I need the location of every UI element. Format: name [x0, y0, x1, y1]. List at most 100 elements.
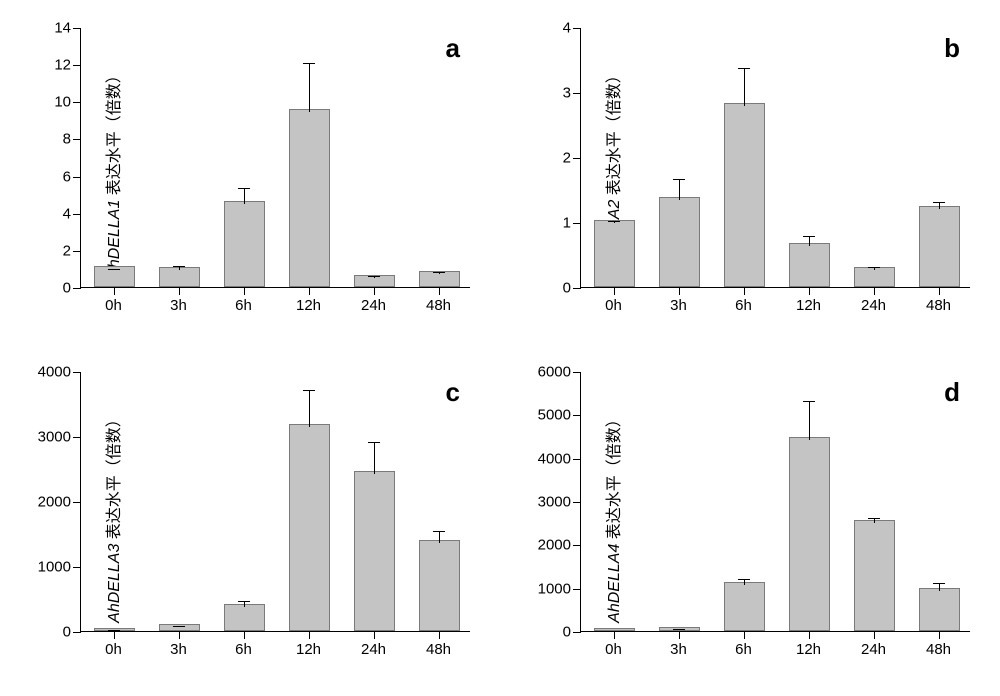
- xtick: [114, 287, 115, 295]
- bar: [159, 267, 200, 287]
- bar: [289, 109, 330, 287]
- panel-b: AhDELLA2 表达水平（倍数）b012340h3h6h12h24h48h: [510, 8, 990, 338]
- error-cap: [173, 266, 185, 267]
- ytick-label: 2000: [38, 494, 71, 511]
- bar: [419, 271, 460, 287]
- ytick: [73, 102, 81, 103]
- plot-area-d: d01000200030004000500060000h3h6h12h24h48…: [580, 372, 970, 632]
- ytick: [73, 177, 81, 178]
- error-bar: [309, 63, 310, 111]
- panel-label-a: a: [446, 33, 460, 64]
- ytick-label: 0: [63, 280, 71, 297]
- bar: [354, 471, 395, 631]
- ytick: [573, 28, 581, 29]
- error-cap: [608, 631, 620, 632]
- bar: [224, 604, 265, 631]
- xtick: [874, 631, 875, 639]
- ytick: [73, 437, 81, 438]
- bar: [94, 266, 135, 287]
- figure: { "global": { "page_bg": "#ffffff", "bar…: [0, 0, 1000, 696]
- ytick-label: 4000: [538, 450, 571, 467]
- error-cap: [433, 272, 445, 273]
- xtick: [679, 287, 680, 295]
- xtick: [744, 631, 745, 639]
- error-bar: [679, 179, 680, 200]
- ytick-label: 1000: [538, 580, 571, 597]
- xtick-label: 48h: [926, 641, 951, 658]
- error-bar: [939, 583, 940, 592]
- plot-area-c: c010002000300040000h3h6h12h24h48h: [80, 372, 470, 632]
- panel-label-d: d: [944, 377, 960, 408]
- ytick-label: 4: [63, 205, 71, 222]
- ytick-label: 6000: [538, 364, 571, 381]
- bar: [289, 424, 330, 631]
- xtick: [874, 287, 875, 295]
- error-cap: [868, 267, 880, 268]
- plot-area-a: a024681012140h3h6h12h24h48h: [80, 28, 470, 288]
- xtick: [614, 287, 615, 295]
- plot-area-b: b012340h3h6h12h24h48h: [580, 28, 970, 288]
- ytick: [573, 589, 581, 590]
- ytick-label: 2: [63, 242, 71, 259]
- error-cap: [433, 531, 445, 532]
- ytick-label: 3000: [38, 429, 71, 446]
- error-bar: [809, 401, 810, 440]
- bar: [854, 267, 895, 287]
- error-cap: [108, 269, 120, 270]
- ytick-label: 3: [563, 85, 571, 102]
- xtick: [309, 631, 310, 639]
- error-cap: [303, 390, 315, 391]
- panel-label-c: c: [446, 377, 460, 408]
- xtick: [614, 631, 615, 639]
- ytick-label: 2: [563, 150, 571, 167]
- ytick: [73, 251, 81, 252]
- error-cap: [368, 442, 380, 443]
- xtick-label: 6h: [735, 641, 752, 658]
- bar: [789, 437, 830, 631]
- error-cap: [368, 276, 380, 277]
- xtick: [939, 287, 940, 295]
- error-cap: [933, 583, 945, 584]
- xtick: [374, 287, 375, 295]
- ytick: [73, 28, 81, 29]
- ytick-label: 12: [54, 57, 71, 74]
- xtick-label: 48h: [426, 297, 451, 314]
- error-cap: [173, 626, 185, 627]
- error-cap: [868, 518, 880, 519]
- xtick-label: 6h: [235, 641, 252, 658]
- ytick: [73, 632, 81, 633]
- error-bar: [439, 531, 440, 543]
- xtick-label: 3h: [170, 297, 187, 314]
- xtick-label: 24h: [361, 297, 386, 314]
- ytick-label: 8: [63, 131, 71, 148]
- xtick-label: 12h: [796, 297, 821, 314]
- xtick: [939, 631, 940, 639]
- ytick: [73, 214, 81, 215]
- ytick: [573, 223, 581, 224]
- ytick: [573, 545, 581, 546]
- ytick-label: 1000: [38, 559, 71, 576]
- xtick-label: 3h: [170, 641, 187, 658]
- xtick: [809, 287, 810, 295]
- xtick-label: 0h: [605, 641, 622, 658]
- xtick-label: 6h: [735, 297, 752, 314]
- error-cap: [303, 63, 315, 64]
- xtick-label: 3h: [670, 297, 687, 314]
- xtick: [244, 631, 245, 639]
- bar: [724, 582, 765, 631]
- xtick-label: 12h: [296, 297, 321, 314]
- error-cap: [238, 601, 250, 602]
- panel-a: AhDELLA1 表达水平（倍数）a024681012140h3h6h12h24…: [10, 8, 490, 338]
- xtick: [309, 287, 310, 295]
- ytick-label: 5000: [538, 407, 571, 424]
- ytick-label: 10: [54, 94, 71, 111]
- error-cap: [238, 188, 250, 189]
- ytick: [573, 288, 581, 289]
- error-cap: [673, 179, 685, 180]
- bar: [419, 540, 460, 631]
- ytick-label: 4000: [38, 364, 71, 381]
- xtick-label: 48h: [926, 297, 951, 314]
- ytick-label: 0: [63, 624, 71, 641]
- error-cap: [933, 202, 945, 203]
- ytick: [573, 502, 581, 503]
